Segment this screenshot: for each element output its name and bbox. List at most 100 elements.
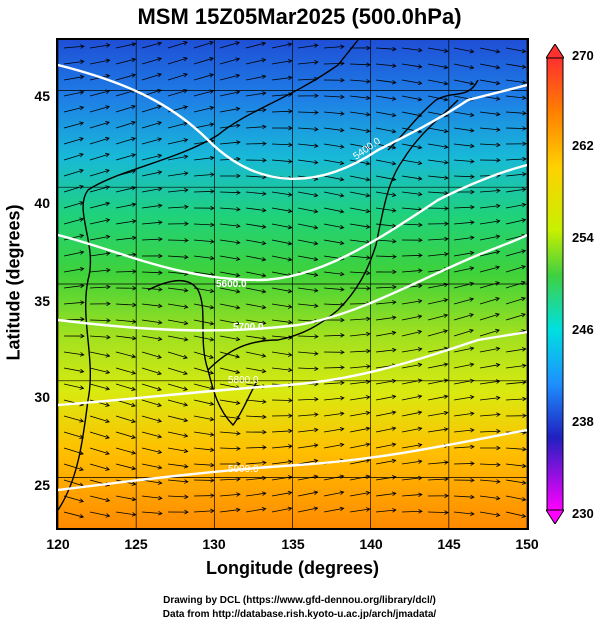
wind-arrow <box>167 221 189 226</box>
credit-line-2: Data from http://database.rish.kyoto-u.a… <box>162 609 437 620</box>
wind-arrow <box>349 207 371 214</box>
wind-arrow <box>505 172 527 177</box>
wind-arrow <box>219 41 240 49</box>
colorbar-top-arrow <box>546 44 564 59</box>
wind-arrow <box>219 431 241 436</box>
map-plot: 5400.0 5600.0 5700.0 5800.0 5900.0 <box>56 38 529 530</box>
wind-arrow <box>453 159 475 164</box>
wind-arrow <box>323 111 345 116</box>
wind-arrow <box>219 223 241 229</box>
wind-arrow <box>479 63 501 70</box>
wind-arrow <box>427 143 449 149</box>
wind-arrow <box>297 490 319 497</box>
wind-arrow <box>375 394 397 401</box>
wind-arrow <box>63 495 85 503</box>
wind-arrow <box>219 123 241 129</box>
wind-arrow <box>219 239 241 245</box>
wind-arrow <box>193 399 215 406</box>
wind-arrow <box>453 411 475 417</box>
wind-arrow <box>427 427 449 433</box>
wind-arrow <box>401 347 423 353</box>
wind-arrow <box>427 175 449 180</box>
wind-arrow <box>271 255 293 262</box>
contour-label-5900: 5900.0 <box>228 464 259 475</box>
wind-arrow <box>63 90 85 97</box>
wind-arrow <box>167 303 189 309</box>
wind-arrow <box>167 383 188 391</box>
wind-arrow <box>479 412 501 417</box>
wind-arrow <box>219 57 241 65</box>
wind-arrow <box>89 367 111 375</box>
wind-arrow <box>453 143 475 149</box>
wind-arrow <box>505 187 527 193</box>
wind-arrow <box>479 265 501 273</box>
wind-arrow <box>349 95 371 101</box>
wind-arrow <box>63 168 84 177</box>
wind-arrow <box>453 250 475 257</box>
wind-arrow <box>115 431 136 439</box>
wind-arrow <box>89 284 111 290</box>
wind-arrow <box>479 142 501 148</box>
wind-arrow <box>63 333 85 339</box>
wind-arrow <box>141 203 163 209</box>
wind-arrow <box>479 219 501 225</box>
wind-arrow <box>427 206 449 211</box>
wind-arrow <box>141 383 162 392</box>
wind-arrow <box>349 127 371 134</box>
wind-arrow <box>219 106 241 113</box>
wind-arrow <box>115 269 137 274</box>
height-contours <box>58 63 527 492</box>
wind-arrow <box>505 141 527 147</box>
wind-arrow <box>453 328 474 337</box>
wind-arrow <box>375 475 397 481</box>
wind-arrow <box>219 476 241 482</box>
wind-arrow <box>297 223 319 230</box>
wind-arrow <box>89 511 111 518</box>
wind-arrow <box>427 493 449 499</box>
contour-5800 <box>58 330 527 407</box>
wind-arrow <box>453 297 475 305</box>
wind-arrow <box>349 175 371 182</box>
wind-arrow <box>89 89 111 97</box>
wind-arrow <box>219 190 241 195</box>
wind-arrow <box>453 281 475 289</box>
wind-arrow <box>427 313 449 321</box>
wind-arrow <box>427 236 449 242</box>
wind-arrow <box>453 444 475 450</box>
wind-arrow <box>63 351 85 357</box>
wind-arrow <box>219 255 241 262</box>
wind-arrow <box>427 63 449 70</box>
wind-arrow <box>505 347 527 353</box>
wind-arrow <box>375 347 397 353</box>
wind-arrow <box>349 395 371 401</box>
wind-arrow <box>193 478 215 483</box>
wind-arrow <box>349 379 371 385</box>
wind-arrow <box>401 191 423 197</box>
wind-arrow <box>245 303 267 310</box>
wind-arrow <box>375 46 397 52</box>
wind-arrow <box>505 280 526 289</box>
wind-arrow <box>245 319 267 326</box>
wind-arrow <box>193 205 215 211</box>
wind-arrow <box>167 204 189 210</box>
wind-arrow <box>505 110 527 116</box>
wind-arrow <box>375 458 397 465</box>
wind-arrow <box>245 414 267 420</box>
wind-arrow <box>115 235 137 241</box>
wind-arrow <box>271 367 293 373</box>
wind-arrow <box>63 233 85 241</box>
wind-arrow <box>427 510 449 515</box>
wind-arrow <box>323 395 345 401</box>
wind-arrow <box>323 143 345 149</box>
wind-arrow <box>349 507 371 513</box>
wind-arrow <box>245 223 267 229</box>
wind-arrow <box>219 319 241 326</box>
y-tick-label: 25 <box>34 477 50 493</box>
wind-arrow <box>505 218 527 225</box>
wind-arrow <box>245 271 267 278</box>
wind-arrow <box>271 335 293 340</box>
wind-arrow <box>245 107 267 113</box>
wind-arrow <box>323 271 345 277</box>
wind-arrow <box>479 47 501 54</box>
wind-arrow <box>375 508 397 513</box>
